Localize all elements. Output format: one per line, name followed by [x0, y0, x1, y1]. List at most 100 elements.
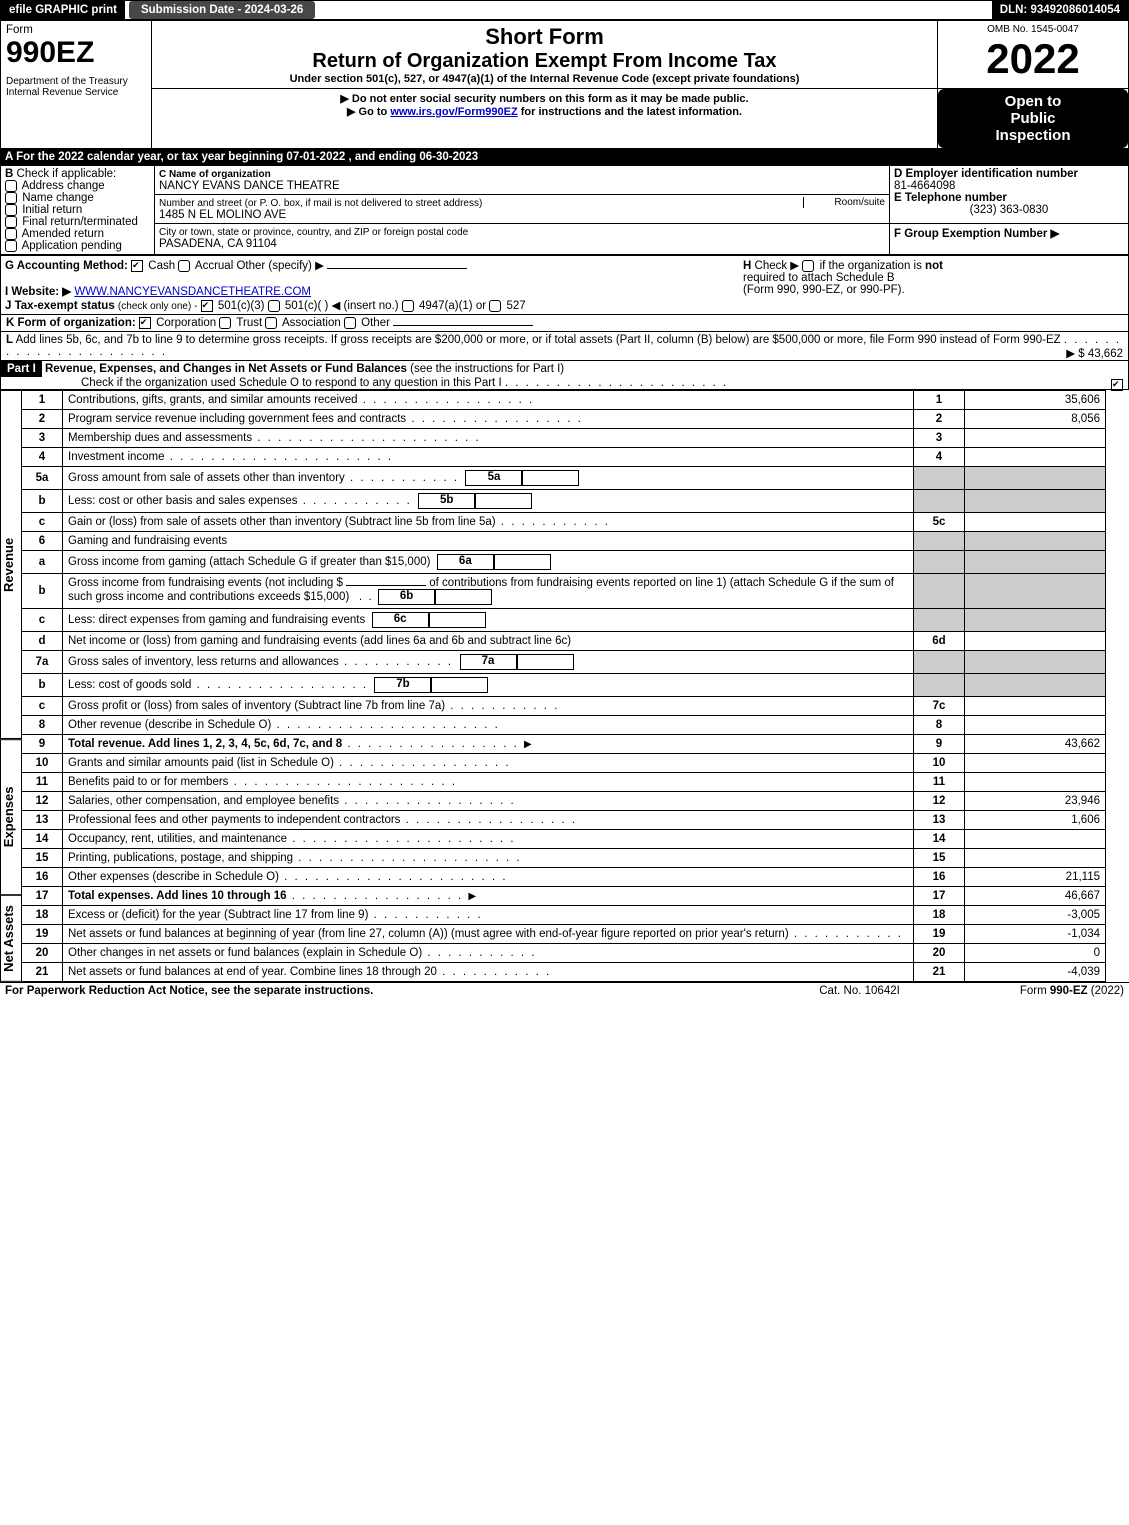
line-5c-val [965, 513, 1106, 532]
line-6c-num: c [22, 609, 63, 632]
line-5b-subbox: 5b [418, 493, 475, 509]
open-line2: Public [942, 110, 1124, 127]
line-5b-num: b [22, 490, 63, 513]
line-7a-subval [517, 654, 574, 670]
h-check-arrow: Check ▶ [755, 260, 800, 272]
h-text4: required to attach Schedule B [743, 272, 895, 284]
checkbox-527[interactable] [489, 300, 501, 312]
line-7b-subbox: 7b [374, 677, 431, 693]
line-8-desc: Other revenue (describe in Schedule O) [68, 719, 271, 731]
h-not: not [925, 260, 943, 272]
form-lines-container: Revenue Expenses Net Assets 1Contributio… [0, 390, 1106, 982]
line-6c-desc: Less: direct expenses from gaming and fu… [68, 614, 365, 626]
check-if-applicable: Check if applicable: [17, 168, 117, 180]
line-11-box: 11 [914, 773, 965, 792]
opt-amended-return: Amended return [22, 228, 104, 240]
line-15-box: 15 [914, 849, 965, 868]
checkbox-cash[interactable] [131, 260, 143, 272]
line-5a-subval [522, 470, 579, 486]
line-16-val: 21,115 [965, 868, 1106, 887]
line-19-val: -1,034 [965, 925, 1106, 944]
line-6a-val [965, 551, 1106, 574]
line-7a-box [914, 651, 965, 674]
opt-final-return: Final return/terminated [22, 216, 138, 228]
checkbox-schedule-o-part1[interactable] [1111, 379, 1123, 391]
line-15-val [965, 849, 1106, 868]
line-5a-subbox: 5a [465, 470, 522, 486]
line-9-desc: Total revenue. Add lines 1, 2, 3, 4, 5c,… [68, 738, 342, 750]
goto-post: for instructions and the latest informat… [518, 106, 742, 118]
line-10-desc: Grants and similar amounts paid (list in… [68, 757, 334, 769]
section-l-label: L [6, 334, 13, 346]
section-c-label: C Name of organization [159, 169, 271, 180]
line-6d-val [965, 632, 1106, 651]
line-21-val: -4,039 [965, 963, 1106, 982]
irs-link[interactable]: www.irs.gov/Form990EZ [390, 106, 517, 118]
checkbox-schedule-b[interactable] [802, 260, 814, 272]
section-f-label: F Group Exemption Number ▶ [894, 228, 1059, 240]
checkbox-501c[interactable] [268, 300, 280, 312]
line-7a-val [965, 651, 1106, 674]
revenue-sidebar: Revenue [0, 390, 22, 739]
checkbox-address-change[interactable] [5, 180, 17, 192]
checkbox-501c3[interactable] [201, 300, 213, 312]
section-j-label: J Tax-exempt status [5, 300, 115, 312]
line-6b-num: b [22, 574, 63, 609]
part-i-header: Part I Revenue, Expenses, and Changes in… [0, 361, 1129, 390]
checkbox-amended-return[interactable] [5, 228, 17, 240]
line-7b-box [914, 674, 965, 697]
line-8-val [965, 716, 1106, 735]
part-i-label: Part I [1, 361, 42, 377]
line-17-box: 17 [914, 887, 965, 906]
line-6c-subval [429, 612, 486, 628]
checkbox-4947a1[interactable] [402, 300, 414, 312]
section-l-text: Add lines 5b, 6c, and 7b to line 9 to de… [16, 334, 1061, 346]
line-6-num: 6 [22, 532, 63, 551]
line-8-num: 8 [22, 716, 63, 735]
checkbox-other-org[interactable] [344, 317, 356, 329]
checkbox-association[interactable] [265, 317, 277, 329]
line-5c-desc: Gain or (loss) from sale of assets other… [68, 516, 496, 528]
line-1-num: 1 [22, 391, 63, 410]
line-5b-val [965, 490, 1106, 513]
opt-address-change: Address change [22, 180, 105, 192]
opt-association: Association [282, 317, 341, 329]
checkbox-application-pending[interactable] [5, 240, 17, 252]
line-7a-desc: Gross sales of inventory, less returns a… [68, 656, 339, 668]
netassets-sidebar: Net Assets [0, 895, 22, 982]
line-5a-desc: Gross amount from sale of assets other t… [68, 472, 345, 484]
checkbox-accrual[interactable] [178, 260, 190, 272]
checkbox-name-change[interactable] [5, 192, 17, 204]
line-20-num: 20 [22, 944, 63, 963]
checkbox-corporation[interactable] [139, 317, 151, 329]
checkbox-trust[interactable] [219, 317, 231, 329]
footer-form-no: 990-EZ [1050, 985, 1088, 997]
line-17-val: 46,667 [965, 887, 1106, 906]
line-6a-subval [494, 554, 551, 570]
section-g-label: G Accounting Method: [5, 260, 128, 272]
line-11-val [965, 773, 1106, 792]
line-6b-desc1: Gross income from fundraising events (no… [68, 577, 343, 589]
line-6b-val [965, 574, 1106, 609]
checkbox-final-return[interactable] [5, 216, 17, 228]
website-link[interactable]: WWW.NANCYEVANSDANCETHEATRE.COM [74, 286, 311, 298]
line-2-num: 2 [22, 410, 63, 429]
line-13-val: 1,606 [965, 811, 1106, 830]
line-6c-box [914, 609, 965, 632]
line-7c-num: c [22, 697, 63, 716]
part-i-note: (see the instructions for Part I) [410, 363, 564, 375]
line-18-num: 18 [22, 906, 63, 925]
line-20-desc: Other changes in net assets or fund bala… [68, 947, 422, 959]
expenses-sidebar: Expenses [0, 739, 22, 895]
goto-pre: ▶ Go to [347, 106, 390, 118]
line-5b-desc: Less: cost or other basis and sales expe… [68, 495, 298, 507]
ein-value: 81-4664098 [894, 180, 955, 192]
line-3-box: 3 [914, 429, 965, 448]
line-5a-val [965, 467, 1106, 490]
line-2-desc: Program service revenue including govern… [68, 413, 406, 425]
line-13-desc: Professional fees and other payments to … [68, 814, 400, 826]
short-form-title: Short Form [157, 24, 932, 50]
telephone-value: (323) 363-0830 [894, 204, 1124, 216]
checkbox-initial-return[interactable] [5, 204, 17, 216]
section-b-label: B [5, 168, 13, 180]
